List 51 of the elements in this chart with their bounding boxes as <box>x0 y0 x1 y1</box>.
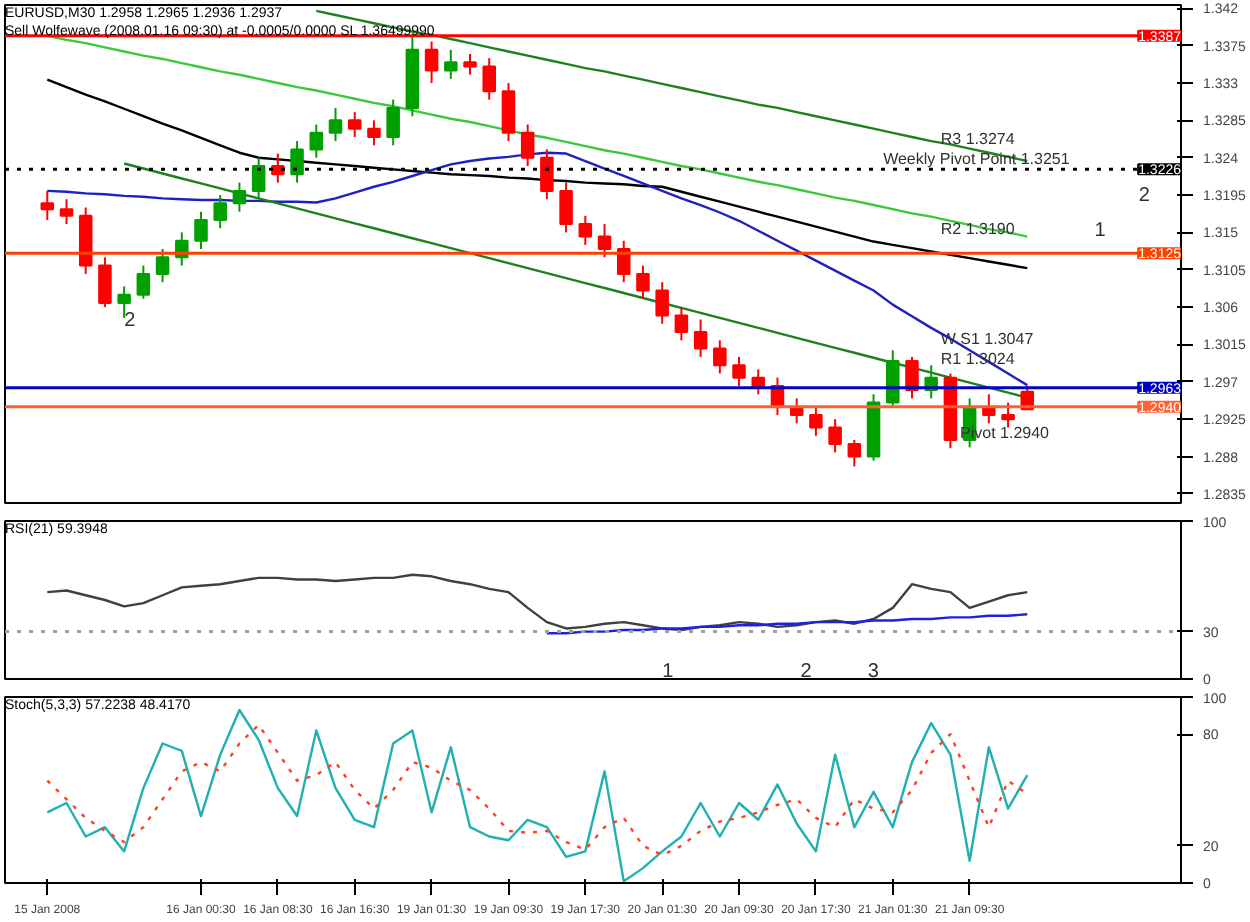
candlestick <box>732 355 746 387</box>
annotation: 1 <box>662 660 675 683</box>
candlestick <box>59 198 74 226</box>
annotation: 2 <box>800 660 813 683</box>
candlestick <box>40 189 55 221</box>
candlestick <box>540 148 554 201</box>
candlestick <box>847 438 862 468</box>
candlestick <box>809 405 823 437</box>
annotation: R3 1.3274 <box>940 130 1016 149</box>
candlestick <box>444 48 458 80</box>
candlestick <box>713 339 727 375</box>
candlestick <box>328 106 343 143</box>
line-series <box>46 723 1029 857</box>
candlestick <box>501 82 516 143</box>
text: 1 <box>1094 220 1107 243</box>
candlestick <box>886 349 900 408</box>
candlestick <box>424 40 439 85</box>
candlestick <box>386 98 400 147</box>
candlestick <box>155 248 170 284</box>
candlestick <box>597 223 612 259</box>
candlestick <box>136 264 151 300</box>
candlestick <box>98 256 112 309</box>
annotation: 3 <box>867 660 880 683</box>
candlestick <box>674 306 689 342</box>
candlestick <box>693 318 708 358</box>
candlestick <box>520 123 535 168</box>
candlestick <box>290 140 304 184</box>
candlestick <box>1001 401 1015 429</box>
candlestick <box>751 368 766 396</box>
candlestick <box>213 194 227 230</box>
candlestick <box>655 281 669 325</box>
candlestick <box>616 239 631 284</box>
annotation: Weekly Pivot Point 1.3251 <box>883 150 1071 169</box>
candlestick <box>828 418 842 454</box>
line-series <box>46 573 1029 632</box>
candlestick <box>463 52 477 76</box>
candlestick <box>367 119 381 147</box>
line-series <box>545 613 1029 635</box>
candlestick <box>232 181 247 213</box>
candlestick <box>251 156 266 201</box>
candlestick <box>636 264 650 300</box>
text: 2 <box>1138 185 1151 208</box>
candlestick <box>194 210 208 251</box>
annotation: 2 <box>124 309 137 332</box>
line-series <box>46 708 1029 883</box>
candlestick <box>559 181 573 234</box>
candlestick <box>578 214 593 246</box>
candlestick <box>309 123 324 159</box>
candlestick <box>905 355 919 400</box>
candlestick <box>347 111 362 138</box>
candlestick <box>482 57 496 101</box>
